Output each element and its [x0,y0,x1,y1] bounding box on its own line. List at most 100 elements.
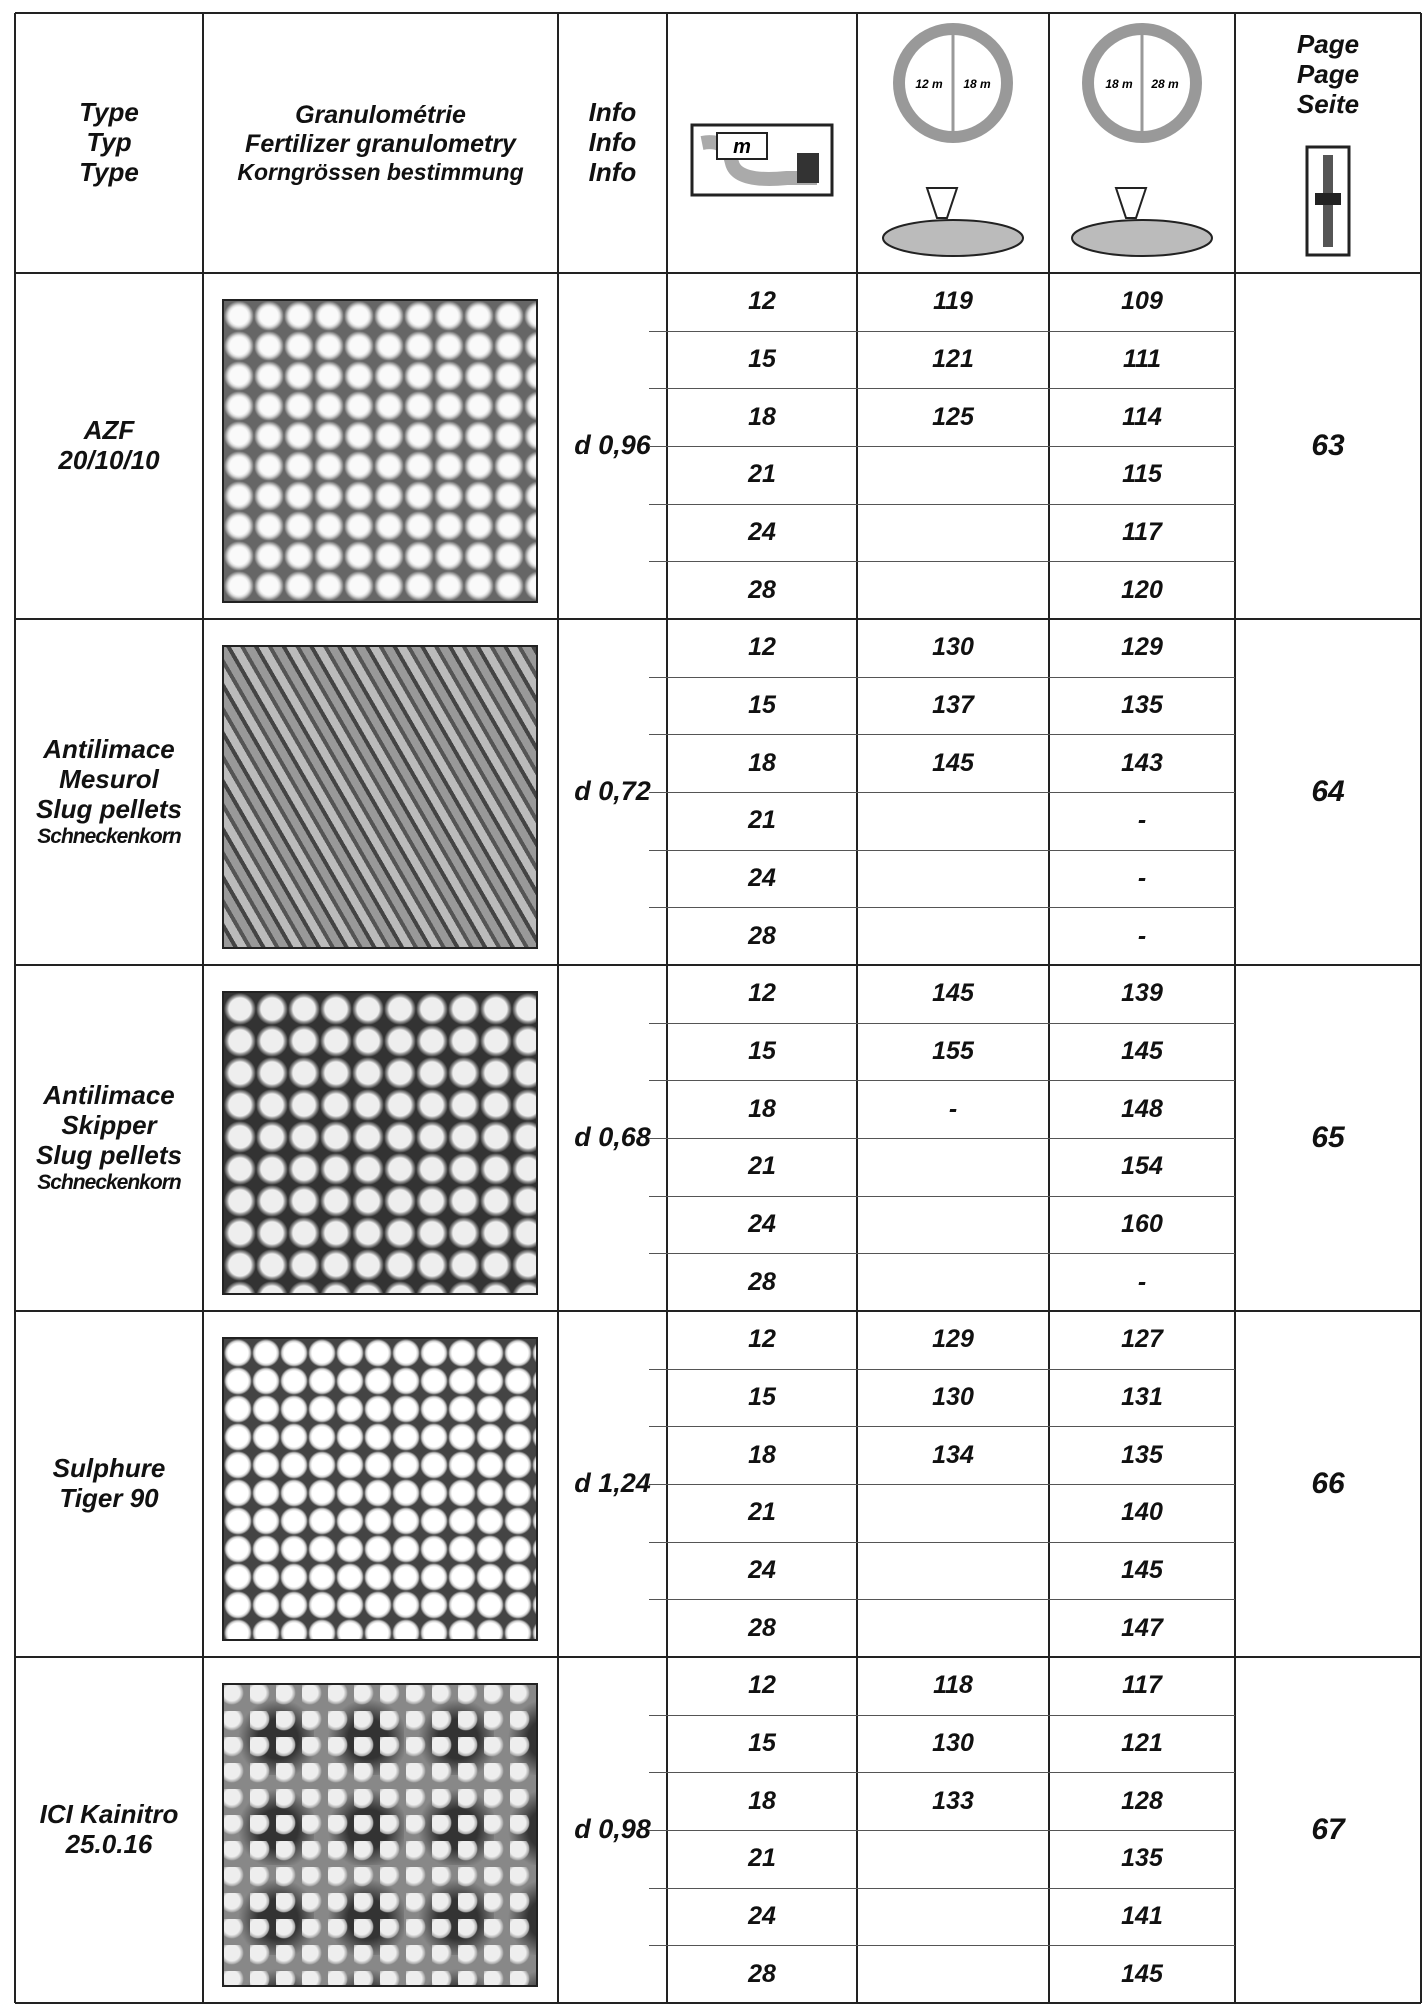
density: d 0,98 [574,1814,651,1845]
disc-a-setting: 130 [932,1383,974,1412]
disc-b-setting: - [1137,806,1147,835]
column-line [14,13,16,2003]
disc-b-setting: 135 [1121,1440,1163,1469]
icon-text: 18 m [1105,77,1133,91]
disc-b-setting: 117 [1122,1671,1162,1700]
disc-a-setting: 155 [932,1037,974,1066]
column-line [557,13,559,2003]
work-width: 24 [748,1210,776,1239]
disc-b-setting: 154 [1121,1152,1163,1181]
disc-a-setting: 130 [932,633,974,662]
disc-b-setting: 145 [1121,1959,1163,1988]
sub-row-line [649,1945,1235,1946]
work-width: 18 [748,1786,776,1815]
work-width: 24 [748,864,776,893]
sub-row-line [649,792,1235,793]
type-text: Antilimace [43,734,175,765]
row-line [15,964,1421,966]
page-number: 66 [1311,1466,1345,1500]
work-width: 24 [748,1902,776,1931]
granule-photo [222,1683,538,1987]
type-cell: Sulphure Tiger 90 [15,1311,203,1657]
header-text: Info [588,97,637,128]
header-text: Info [588,127,637,158]
density: d 1,24 [574,1468,651,1499]
sub-row-line [649,504,1235,505]
disc-b-setting: 143 [1121,748,1163,777]
sub-row-line [649,1369,1235,1370]
work-width: 12 [748,979,776,1008]
disc-a-setting: 119 [933,287,973,316]
sub-row-line [649,331,1235,332]
header-text: Korngrössen bestimmung [237,158,524,185]
disc-b-setting: 140 [1121,1498,1163,1527]
disc-a-icon: 12 m 18 m [882,23,1024,257]
disc-b-setting: 109 [1121,287,1163,316]
disc-b-setting: 111 [1122,345,1161,374]
disc-b-setting: 114 [1122,402,1162,431]
icon-spreader [882,219,1024,257]
sub-row-line [649,1484,1235,1485]
disc-b-setting: 120 [1121,575,1163,604]
column-line [666,13,668,2003]
sub-row-line [649,677,1235,678]
row-line [15,1310,1421,1312]
disc-b-setting: 128 [1121,1786,1163,1815]
disc-a-setting: 145 [932,979,974,1008]
work-width: 21 [748,806,776,835]
type-text: Skipper [61,1109,157,1140]
header-text: Seite [1296,88,1360,119]
icon-text: 12 m [915,77,943,91]
disc-b-setting: 135 [1121,691,1163,720]
work-width: 15 [748,345,776,374]
disc-a-setting: 133 [932,1786,974,1815]
type-text: Antilimace [43,1080,175,1111]
work-width: 24 [748,518,776,547]
disc-b-setting: 117 [1122,518,1162,547]
type-text: Slug pellets [36,793,182,824]
disc-b-setting: 115 [1122,460,1162,489]
sub-row-line [649,907,1235,908]
work-width: 28 [748,1959,776,1988]
work-width: 15 [748,691,776,720]
type-text: Schneckenkorn [37,824,181,848]
type-cell: ICI Kainitro 25.0.16 [15,1657,203,2003]
disc-a-setting: - [948,1094,958,1123]
header-type: Type Typ Type [15,13,203,273]
disc-a-setting: 134 [932,1440,974,1469]
sub-row-line [649,1138,1235,1139]
work-width: 18 [748,1440,776,1469]
width-icon: m [690,123,834,197]
row-line [15,1656,1421,1658]
disc-b-setting: 145 [1121,1556,1163,1585]
disc-b-setting: 139 [1121,979,1163,1008]
header-text: Granulométrie [295,101,466,130]
sub-row-line [649,1196,1235,1197]
disc-b-setting: 121 [1121,1729,1163,1758]
work-width: 15 [748,1037,776,1066]
header-info: Info Info Info [558,13,667,273]
disc-b-setting: 131 [1121,1383,1163,1412]
type-text: AZF [83,415,135,446]
work-width: 21 [748,460,776,489]
work-width: 28 [748,1613,776,1642]
type-text: 25.0.16 [65,1829,153,1859]
work-width: 15 [748,1383,776,1412]
disc-b-setting: 135 [1121,1844,1163,1873]
sub-row-line [649,1253,1235,1254]
work-width: 12 [748,287,776,316]
sub-row-line [649,446,1235,447]
disc-b-setting: 145 [1121,1037,1163,1066]
page-number: 65 [1311,1120,1345,1154]
header-text: Page [1296,59,1360,90]
sub-row-line [649,1715,1235,1716]
header-text: Typ [86,127,132,158]
type-text: Tiger 90 [59,1483,159,1513]
work-width: 21 [748,1498,776,1527]
type-text: Slug pellets [36,1139,182,1170]
disc-a-setting: 118 [933,1671,973,1700]
type-text: 20/10/10 [58,445,160,475]
work-width: 12 [748,633,776,662]
sub-row-line [649,1080,1235,1081]
column-line [202,13,204,2003]
